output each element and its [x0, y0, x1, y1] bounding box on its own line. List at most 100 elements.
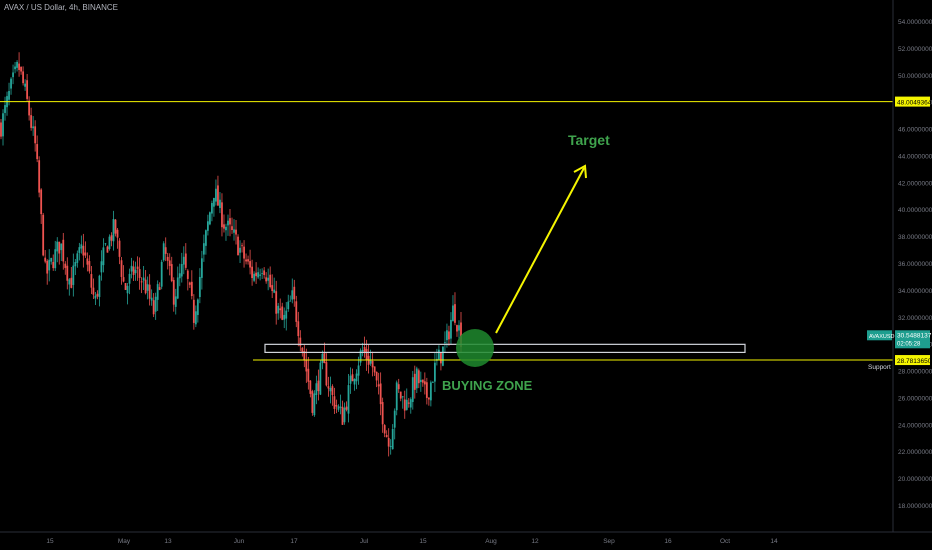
candle-body [30, 115, 33, 128]
countdown-label: 02:05:28 [897, 341, 921, 347]
candle-body [395, 382, 398, 411]
candle-body [96, 293, 99, 297]
candle-body [92, 287, 95, 295]
candle-body [301, 347, 304, 353]
current-price-label: 30.5488137 [897, 332, 932, 339]
candle-body [24, 83, 27, 87]
price-tick-label: 32.0000000 [898, 315, 932, 322]
candle-body [285, 310, 288, 319]
candle-body [84, 252, 87, 256]
candle-body [14, 66, 16, 70]
time-axis[interactable]: 15 May 13 Jun 17 Jul 15 Aug 12 Sep 16 Oct 14 [0, 531, 932, 545]
candle-body [235, 229, 237, 235]
candle-body [217, 185, 219, 206]
candle-body [58, 241, 61, 254]
candle-body [446, 330, 448, 341]
candle-body [295, 301, 298, 322]
candle-body [281, 306, 284, 320]
candle-body [411, 377, 414, 402]
candle-body [333, 396, 336, 409]
candle-body [321, 353, 324, 363]
candle-body [134, 269, 137, 274]
candle-body [365, 348, 368, 360]
candle-body [156, 284, 159, 300]
candle-body [409, 399, 412, 408]
time-tick-label: 17 [290, 538, 298, 545]
candle-body [283, 314, 286, 320]
candle-body [144, 279, 147, 294]
candle-body [454, 304, 456, 323]
candle-body [269, 274, 272, 288]
candle-body [88, 261, 91, 272]
candle-body [176, 277, 179, 299]
candle-body [114, 219, 117, 234]
resistance-price-tag [895, 96, 930, 107]
candle-body [229, 218, 231, 225]
candle-body [194, 311, 197, 325]
candle-body [162, 243, 165, 261]
candle-body [377, 384, 380, 387]
symbol-tag-label: AVAXUSD [869, 334, 894, 340]
candle-body [397, 384, 400, 390]
candle-body [325, 362, 328, 386]
candle-body [204, 230, 207, 246]
candle-body [60, 243, 63, 251]
candle-body [142, 277, 145, 281]
candle-body [10, 78, 12, 89]
candle-body [313, 393, 316, 416]
candle-body [168, 260, 171, 266]
candle-body [62, 239, 65, 262]
candle-body [363, 347, 366, 353]
candle-body [379, 383, 382, 405]
candle-body [427, 397, 430, 400]
buying-zone-circle[interactable] [456, 329, 494, 367]
candle-body [146, 284, 149, 291]
candle-body [132, 266, 135, 275]
candle-body [389, 446, 392, 447]
zone-rectangle[interactable] [264, 343, 746, 354]
target-label[interactable]: Target [568, 132, 610, 148]
candle-body [425, 382, 428, 398]
candle-body [311, 391, 314, 413]
candle-body [54, 249, 57, 269]
candle-body [148, 284, 151, 299]
candle-body [44, 257, 47, 262]
drawing-layer[interactable]: Target BUYING ZONE [0, 101, 893, 393]
target-arrow[interactable] [495, 167, 585, 334]
candle-body [347, 385, 350, 414]
price-tick-label: 50.0000000 [898, 73, 932, 80]
price-tick-label: 18.0000000 [898, 503, 932, 510]
candle-body [444, 342, 446, 343]
candle-body [82, 245, 85, 256]
candle-body [329, 387, 332, 392]
candle-body [429, 382, 432, 401]
buying-zone-label[interactable]: BUYING ZONE [442, 378, 533, 393]
candle-body [221, 202, 223, 228]
candle-body [259, 274, 262, 276]
candle-body [355, 373, 358, 382]
candle-body [122, 277, 125, 282]
candle-body [456, 325, 458, 332]
time-tick-label: 13 [164, 538, 172, 545]
candle-body [351, 374, 354, 382]
price-tick-label: 28.0000000 [898, 369, 932, 376]
price-tick-label: 22.0000000 [898, 449, 932, 456]
candle-body [381, 402, 384, 425]
candle-body [219, 199, 221, 208]
candle-body [317, 380, 320, 392]
price-tick-label: 40.0000000 [898, 207, 932, 214]
candle-body [22, 71, 24, 84]
candle-body [297, 321, 300, 337]
candle-body [124, 283, 127, 290]
candle-body [405, 399, 408, 410]
candle-body [158, 287, 161, 290]
candle-body [42, 214, 45, 256]
candle-body [215, 188, 217, 202]
price-tick-label: 20.0000000 [898, 476, 932, 483]
candle-body [275, 291, 278, 314]
candle-body [170, 264, 173, 281]
candle-body [206, 221, 209, 231]
candle-body [100, 261, 103, 273]
